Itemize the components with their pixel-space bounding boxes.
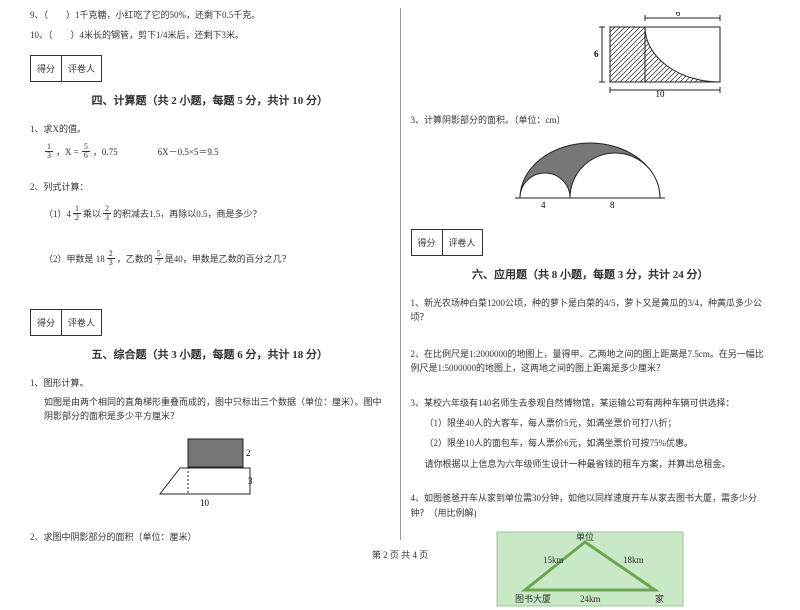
map-svg: 单位 图书大厦 家 15km 18km 24km <box>495 530 685 608</box>
trapezoid-svg: 3 2 10 <box>140 434 280 514</box>
s4q22-a: （2）甲数是 18 <box>44 252 105 265</box>
s5-q1: 1、图形计算。 <box>30 376 390 389</box>
fig1-h: 3 <box>248 476 253 486</box>
page-container: 9、（ ）1千克糖，小红吃了它的50%，还剩下0.5千克。 10、（ ）4米长的… <box>0 0 800 540</box>
s4q22-b: ，乙数的 <box>117 252 153 265</box>
map-figure: 单位 图书大厦 家 15km 18km 24km <box>411 530 771 610</box>
score-label: 得分 <box>31 56 62 81</box>
s4-q2-1: （1）4 12 乘以 23 的积减去1.5，再除以0.5，商是多少？ <box>44 205 390 222</box>
section6-title: 六、应用题（共 8 小题，每题 3 分，共计 24 分） <box>411 266 771 282</box>
s6-q3-2: （2）限坐10人的面包车，每人票价6元，如满坐票价可按75%优惠。 <box>425 436 771 450</box>
s4-eq1b: 6X－0.5×5＝9.5 <box>158 145 219 158</box>
score-box-6: 得分 评卷人 <box>411 229 483 256</box>
right-column: 6 6 10 <box>401 8 781 540</box>
fig1-w: 10 <box>200 498 210 508</box>
reviewer-label: 评卷人 <box>62 56 101 81</box>
score-box-5: 得分 评卷人 <box>30 309 102 336</box>
s5-q1-text: 如图是由两个相同的直角梯形重叠而成的，图中只标出三个数据（单位：厘米）。图中阴影… <box>44 395 390 424</box>
fig1-h2: 2 <box>246 448 251 458</box>
map-right: 家 <box>655 593 664 604</box>
rect-quarter-figure: 6 6 10 <box>411 12 771 99</box>
s6-q1: 1、新光农场种白菜1200公顷，种的萝卜是白菜的4/5，萝卜又是黄瓜的3/4，种… <box>411 296 771 325</box>
s6-q3: 3、某校六年级有140名师生去参观自然博物馆，某运输公司有两种车辆可供选择： <box>411 396 771 410</box>
s6-q3-1: （1）限坐40人的大客车，每人票价5元，如满坐票价可打八折； <box>425 416 771 430</box>
section6-header-row: 得分 评卷人 <box>411 223 771 258</box>
s4-q2: 2、列式计算： <box>30 180 390 193</box>
map-left: 图书大厦 <box>515 593 551 604</box>
figtop-h: 6 <box>594 49 599 59</box>
frac-1-3: 13 <box>45 143 53 160</box>
score-label-5: 得分 <box>31 310 62 335</box>
map-e3: 24km <box>580 594 601 604</box>
rect-quarter-svg: 6 6 10 <box>590 12 740 97</box>
reviewer-label-6: 评卷人 <box>443 230 482 255</box>
arc-l: 4 <box>541 200 546 210</box>
trapezoid-figure: 3 2 10 <box>30 434 390 516</box>
frac-2-3b: 23 <box>107 250 115 267</box>
s4q21-a: （1）4 <box>44 207 71 220</box>
frac-5-6: 56 <box>82 143 90 160</box>
score-box-4: 得分 评卷人 <box>30 55 102 82</box>
s4q21-b: 乘以 <box>83 207 101 220</box>
reviewer-label-5: 评卷人 <box>62 310 101 335</box>
semicircle-figure: 4 8 <box>411 136 771 213</box>
page-footer: 第 2 页 共 4 页 <box>0 548 800 561</box>
q10-text: 10、（ ）4米长的钢管，剪下1/4米后，还剩下3米。 <box>30 28 390 42</box>
s4-eq1a: 13 ，X = 56 ，0.75 <box>44 143 118 160</box>
s4q21-c: 的积减去1.5，再除以0.5，商是多少？ <box>113 207 262 220</box>
arc-r: 8 <box>610 200 615 210</box>
frac-2-3: 23 <box>103 205 111 222</box>
q9-text: 9、（ ）1千克糖，小红吃了它的50%，还剩下0.5千克。 <box>30 8 390 22</box>
s6-q3-3: 请你根据以上信息为六年级师生设计一种最省钱的租车方案，并算出总租金。 <box>425 457 771 471</box>
s4-eq-row: 13 ，X = 56 ，0.75 6X－0.5×5＝9.5 <box>44 143 390 160</box>
map-top: 单位 <box>576 531 594 542</box>
s5-q2: 2、求图中阴影部分的面积（单位：厘米） <box>30 530 390 543</box>
frac-5-7: 57 <box>155 250 163 267</box>
section5-title: 五、综合题（共 3 小题，每题 6 分，共计 18 分） <box>30 346 390 362</box>
s6-q2: 2、在比例尺是1:2000000的地图上，量得甲、乙两地之间的图上距离是7.5c… <box>411 347 771 376</box>
figtop-6: 6 <box>676 12 681 18</box>
s4q22-c: 是40，甲数是乙数的百分之几？ <box>165 252 291 265</box>
figtop-w: 10 <box>656 89 666 97</box>
frac-1-2: 12 <box>73 205 81 222</box>
eq-post: ，0.75 <box>93 145 118 158</box>
eq-mid: ，X = <box>56 145 79 158</box>
score-label-6: 得分 <box>412 230 443 255</box>
s4-q1: 1、求X的值。 <box>30 122 390 135</box>
section4-header-row: 得分 评卷人 <box>30 49 390 84</box>
section4-title: 四、计算题（共 2 小题，每题 5 分，共计 10 分） <box>30 92 390 108</box>
section5-header-row: 得分 评卷人 <box>30 303 390 338</box>
semicircle-svg: 4 8 <box>505 136 675 211</box>
s6-q4: 4、如图爸爸开车从家到单位需30分钟，如他以同样速度开车从家去图书大厦，需多少分… <box>411 491 771 520</box>
s5-q3: 3、计算阴影部分的面积。（单位：cm） <box>411 113 771 126</box>
s4-q2-2: （2）甲数是 18 23 ，乙数的 57 是40，甲数是乙数的百分之几？ <box>44 250 390 267</box>
left-column: 9、（ ）1千克糖，小红吃了它的50%，还剩下0.5千克。 10、（ ）4米长的… <box>20 8 400 540</box>
